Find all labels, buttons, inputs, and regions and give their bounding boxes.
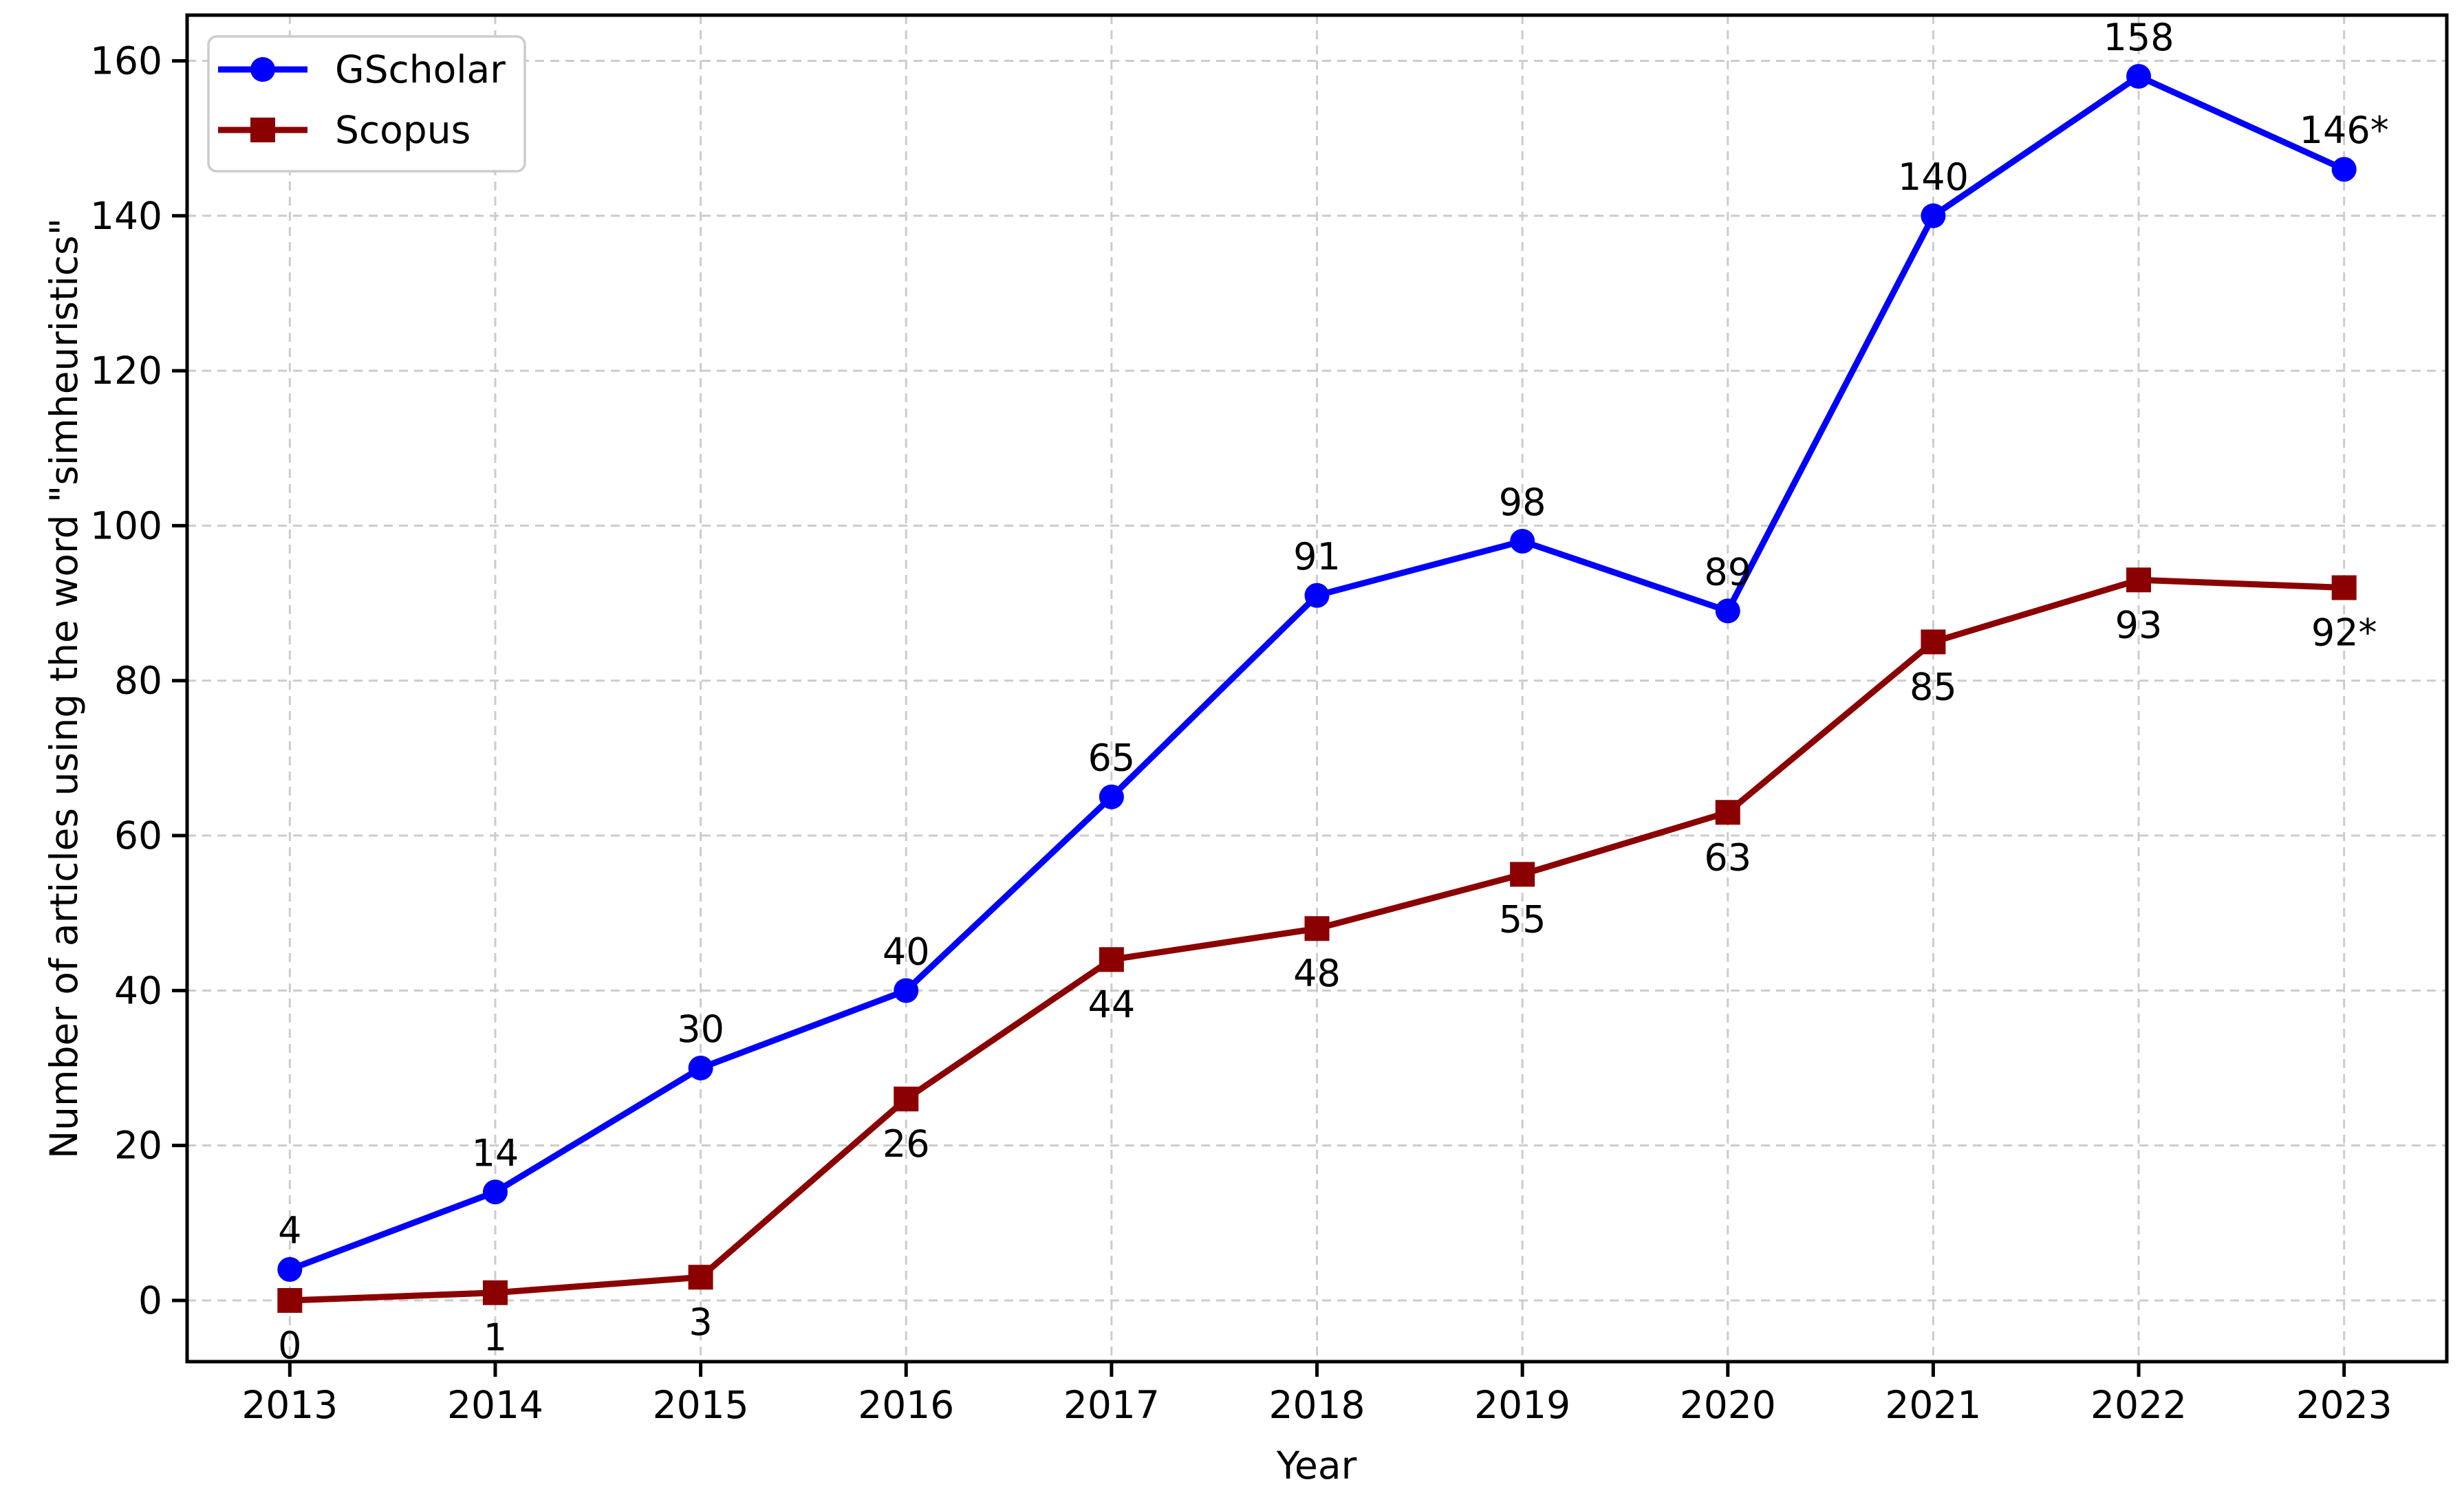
gscholar-point-marker: [277, 1256, 303, 1282]
scopus-point-label: 63: [1704, 836, 1751, 879]
x-tick-label: 2020: [1680, 1383, 1776, 1427]
scopus-point-marker: [1099, 947, 1124, 972]
gscholar-point-marker: [1510, 528, 1535, 554]
gscholar-point-label: 65: [1088, 737, 1136, 780]
gscholar-point-label: 140: [1898, 155, 1969, 199]
y-tick-label: 20: [114, 1124, 162, 1168]
scopus-point-marker: [1715, 800, 1740, 825]
gscholar-point-marker: [688, 1056, 713, 1081]
y-tick-label: 80: [114, 659, 162, 703]
y-axis-label: Number of articles using the word "simhe…: [42, 218, 86, 1159]
scopus-point-marker: [2126, 567, 2152, 593]
gscholar-point-marker: [1099, 784, 1124, 809]
scopus-point-label: 55: [1499, 897, 1546, 941]
scopus-point-marker: [894, 1087, 919, 1112]
scopus-point-label: 3: [689, 1300, 712, 1344]
gscholar-point-marker: [1921, 203, 1946, 228]
x-tick-label: 2021: [1885, 1383, 1981, 1427]
scopus-point-label: 1: [484, 1316, 507, 1360]
scopus-legend-marker-icon: [250, 118, 275, 142]
scopus-point-label: 26: [883, 1122, 930, 1166]
gscholar-point-label: 40: [883, 930, 930, 973]
y-tick-label: 60: [114, 814, 162, 858]
y-tick-label: 160: [90, 39, 162, 83]
gscholar-legend-label: GScholar: [335, 47, 506, 91]
gscholar-point-label: 14: [472, 1131, 519, 1175]
scopus-point-marker: [1510, 862, 1535, 887]
scopus-point-label: 92*: [2311, 611, 2377, 655]
series-layer: [277, 64, 2357, 1313]
y-tick-label: 120: [90, 349, 162, 393]
x-axis-label: Year: [1276, 1443, 1357, 1487]
x-tick-label: 2016: [858, 1383, 954, 1427]
scopus-point-marker: [1304, 916, 1330, 941]
scopus-point-marker: [1921, 629, 1946, 655]
y-tick-label: 40: [114, 968, 162, 1012]
scopus-point-marker: [482, 1280, 508, 1305]
scopus-point-marker: [2331, 575, 2357, 600]
scopus-legend-label: Scopus: [335, 108, 471, 152]
x-tick-label: 2022: [2090, 1383, 2187, 1427]
gscholar-point-label: 158: [2104, 16, 2174, 59]
x-tick-label: 2017: [1063, 1383, 1160, 1427]
gscholar-point-label: 91: [1293, 535, 1341, 578]
x-tick-label: 2018: [1269, 1383, 1365, 1427]
legend-entry-scopus: Scopus: [218, 108, 471, 152]
legend: GScholar Scopus: [207, 35, 526, 173]
scopus-point-marker: [277, 1288, 303, 1313]
x-tick-label: 2013: [241, 1383, 338, 1427]
axis-ticks: [172, 58, 2346, 1377]
x-tick-label: 2014: [447, 1383, 543, 1427]
y-tick-label: 100: [90, 503, 162, 547]
scopus-point-label: 44: [1088, 983, 1136, 1026]
y-tick-label: 140: [90, 194, 162, 238]
scopus-point-marker: [688, 1265, 713, 1290]
legend-entry-gscholar: GScholar: [218, 47, 506, 91]
x-tick-label: 2023: [2296, 1383, 2392, 1427]
scopus-point-label: 85: [1910, 665, 1957, 708]
scopus-point-label: 48: [1293, 952, 1341, 995]
x-tick-label: 2015: [653, 1383, 749, 1427]
scopus-point-label: 93: [2115, 603, 2163, 646]
gscholar-point-marker: [1715, 598, 1740, 624]
gscholar-point-label: 89: [1704, 550, 1751, 593]
gscholar-point-label: 30: [677, 1007, 724, 1051]
gscholar-point-label: 98: [1499, 481, 1546, 524]
x-tick-label: 2019: [1474, 1383, 1570, 1427]
gscholar-point-label: 146*: [2300, 109, 2389, 152]
gridlines: [187, 15, 2447, 1362]
gscholar-point-marker: [2331, 157, 2357, 182]
gscholar-point-marker: [1304, 582, 1330, 608]
gscholar-point-marker: [894, 978, 919, 1003]
gscholar-point-marker: [2126, 64, 2152, 89]
gscholar-point-label: 4: [278, 1209, 301, 1252]
gscholar-point-marker: [482, 1179, 508, 1205]
y-tick-label: 0: [138, 1278, 162, 1322]
gscholar-legend-marker-icon: [250, 57, 275, 82]
